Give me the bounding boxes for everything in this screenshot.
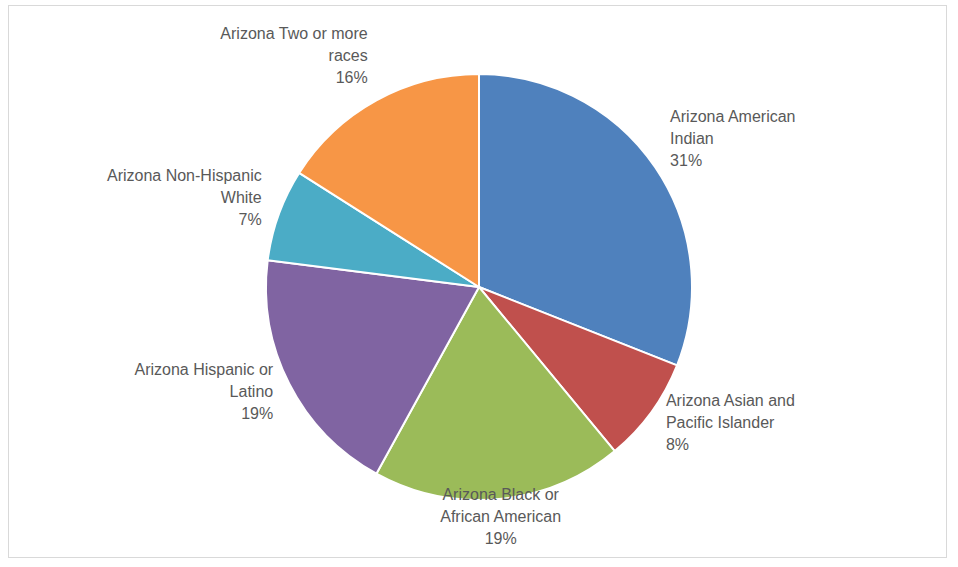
value-label: 16%: [336, 69, 368, 86]
category-label-line: Indian: [670, 130, 714, 147]
category-label-line: African American: [440, 508, 561, 525]
category-label: Arizona American Indian: [670, 108, 795, 147]
category-label-line: races: [329, 47, 368, 64]
category-label-line: Arizona Black or: [442, 486, 559, 503]
pie-slice: [299, 74, 479, 287]
chart-frame: [9, 6, 947, 558]
category-label-line: White: [221, 189, 262, 206]
category-label-line: Arizona American: [670, 108, 795, 125]
slices: [266, 74, 692, 500]
category-label: Arizona Black or African American: [440, 486, 561, 525]
category-label-line: Arizona Asian and: [666, 392, 795, 409]
chart: Arizona American Indian 31% Arizona Asian a…: [0, 0, 958, 567]
category-label-line: Arizona Two or more: [220, 25, 367, 42]
category-label-line: Latino: [230, 383, 274, 400]
labels: Arizona American Indian 31% Arizona Asian a…: [107, 25, 796, 547]
value-label: 7%: [239, 211, 262, 228]
value-label: 19%: [241, 405, 273, 422]
value-label: 31%: [670, 152, 702, 169]
category-label: Arizona Asian and Pacific Islander: [666, 392, 795, 431]
category-label: Arizona Non-Hispanic White: [107, 167, 262, 206]
category-label-line: Arizona Non-Hispanic: [107, 167, 262, 184]
category-label-line: Pacific Islander: [666, 414, 775, 431]
value-label: 19%: [485, 530, 517, 547]
pie-slice: [266, 260, 479, 473]
category-label: Arizona Hispanic or Latino: [134, 361, 273, 400]
value-label: 8%: [666, 436, 689, 453]
category-label-line: Arizona Hispanic or: [134, 361, 273, 378]
category-label: Arizona Two or more races: [220, 25, 367, 64]
